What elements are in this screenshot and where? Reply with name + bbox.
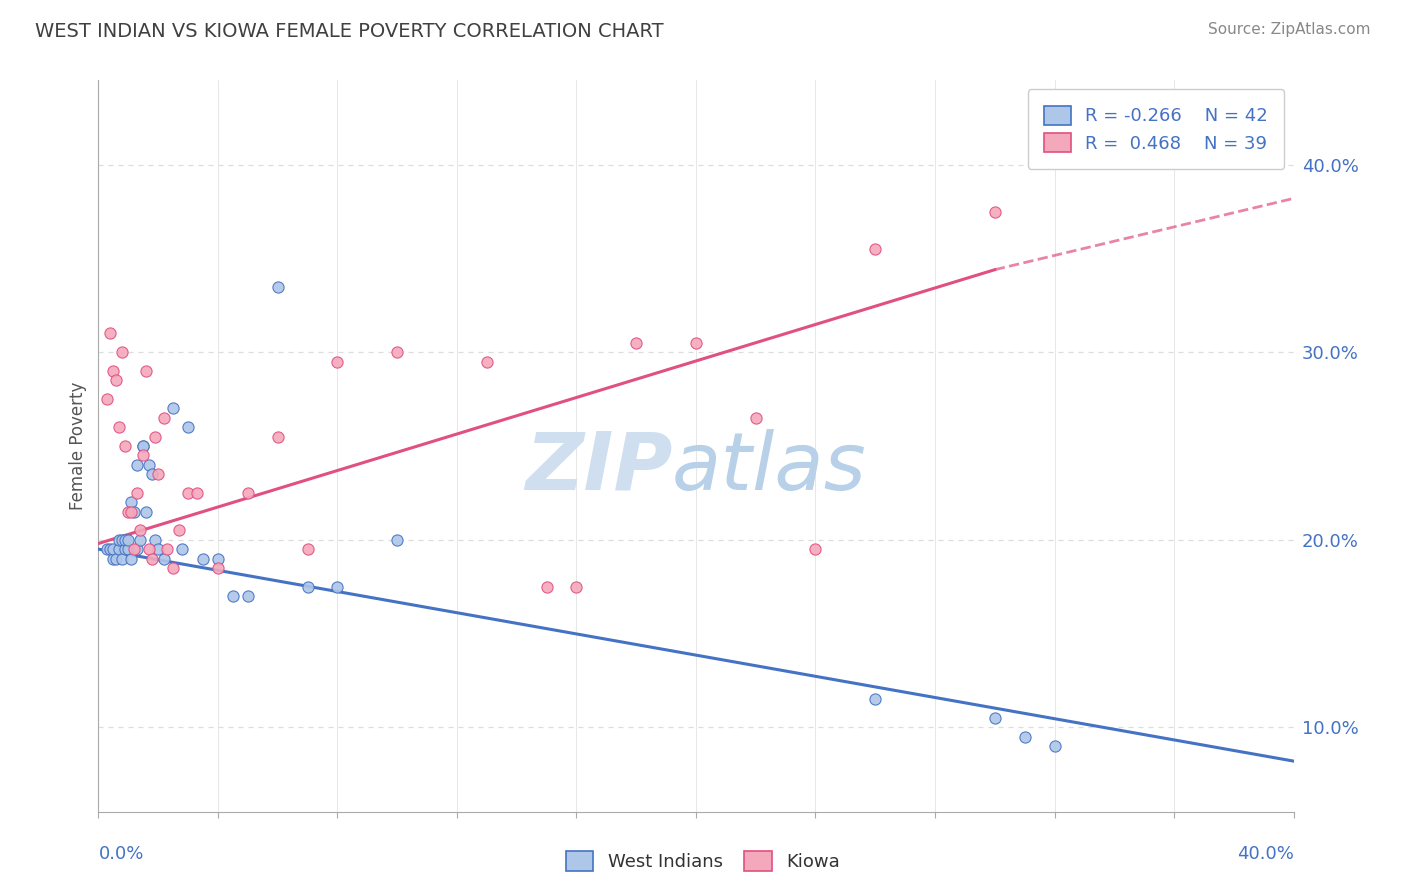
Point bbox=[186, 486, 208, 500]
Point bbox=[120, 551, 142, 566]
Point bbox=[162, 561, 184, 575]
Point bbox=[167, 524, 190, 538]
Point bbox=[153, 410, 176, 425]
Point bbox=[177, 486, 200, 500]
Point bbox=[236, 589, 259, 603]
Point bbox=[108, 542, 131, 557]
Point bbox=[191, 551, 214, 566]
Text: 0.0%: 0.0% bbox=[98, 846, 143, 863]
Point bbox=[804, 542, 827, 557]
Point bbox=[156, 542, 179, 557]
Point bbox=[326, 580, 349, 594]
Point bbox=[148, 542, 170, 557]
Point bbox=[96, 392, 118, 406]
Point bbox=[103, 364, 125, 378]
Legend: R = -0.266    N = 42, R =  0.468    N = 39: R = -0.266 N = 42, R = 0.468 N = 39 bbox=[1028, 89, 1285, 169]
Legend: West Indians, Kiowa: West Indians, Kiowa bbox=[560, 844, 846, 879]
Point bbox=[141, 551, 163, 566]
Point bbox=[98, 542, 122, 557]
Point bbox=[326, 354, 349, 368]
Point bbox=[172, 542, 194, 557]
Point bbox=[114, 439, 136, 453]
Point bbox=[1014, 730, 1036, 744]
Point bbox=[865, 242, 887, 256]
Point bbox=[103, 542, 125, 557]
Text: atlas: atlas bbox=[672, 429, 868, 507]
Point bbox=[127, 486, 149, 500]
Point bbox=[120, 495, 142, 509]
Point bbox=[117, 533, 139, 547]
Point bbox=[984, 204, 1007, 219]
Text: Source: ZipAtlas.com: Source: ZipAtlas.com bbox=[1208, 22, 1371, 37]
Point bbox=[685, 335, 707, 350]
Point bbox=[129, 524, 152, 538]
Point bbox=[143, 533, 166, 547]
Point bbox=[129, 533, 152, 547]
Point bbox=[111, 533, 134, 547]
Point bbox=[162, 401, 184, 416]
Point bbox=[111, 551, 134, 566]
Point bbox=[177, 420, 200, 434]
Point bbox=[385, 533, 409, 547]
Point bbox=[984, 711, 1007, 725]
Point bbox=[96, 542, 118, 557]
Point bbox=[148, 467, 170, 482]
Point bbox=[138, 458, 160, 472]
Point bbox=[267, 429, 290, 443]
Text: 40.0%: 40.0% bbox=[1237, 846, 1294, 863]
Point bbox=[297, 542, 319, 557]
Point bbox=[236, 486, 259, 500]
Point bbox=[132, 439, 155, 453]
Point bbox=[141, 467, 163, 482]
Point bbox=[865, 692, 887, 706]
Point bbox=[745, 410, 768, 425]
Point bbox=[132, 449, 155, 463]
Point bbox=[135, 505, 157, 519]
Point bbox=[108, 420, 131, 434]
Point bbox=[98, 326, 122, 341]
Point bbox=[132, 439, 155, 453]
Point bbox=[120, 505, 142, 519]
Point bbox=[153, 551, 176, 566]
Y-axis label: Female Poverty: Female Poverty bbox=[69, 382, 87, 510]
Point bbox=[143, 429, 166, 443]
Point bbox=[124, 542, 146, 557]
Point bbox=[297, 580, 319, 594]
Point bbox=[1043, 739, 1066, 753]
Point bbox=[111, 345, 134, 359]
Point bbox=[222, 589, 245, 603]
Point bbox=[207, 551, 229, 566]
Point bbox=[626, 335, 648, 350]
Point bbox=[127, 458, 149, 472]
Point bbox=[117, 542, 139, 557]
Point bbox=[117, 505, 139, 519]
Point bbox=[138, 542, 160, 557]
Point bbox=[105, 551, 128, 566]
Point bbox=[385, 345, 409, 359]
Point bbox=[565, 580, 588, 594]
Text: WEST INDIAN VS KIOWA FEMALE POVERTY CORRELATION CHART: WEST INDIAN VS KIOWA FEMALE POVERTY CORR… bbox=[35, 22, 664, 41]
Point bbox=[114, 533, 136, 547]
Point bbox=[114, 542, 136, 557]
Point bbox=[475, 354, 498, 368]
Point bbox=[108, 533, 131, 547]
Point bbox=[124, 505, 146, 519]
Point bbox=[536, 580, 558, 594]
Point bbox=[127, 542, 149, 557]
Point bbox=[105, 373, 128, 387]
Text: ZIP: ZIP bbox=[524, 429, 672, 507]
Point bbox=[135, 364, 157, 378]
Point bbox=[267, 279, 290, 293]
Point bbox=[103, 551, 125, 566]
Point bbox=[207, 561, 229, 575]
